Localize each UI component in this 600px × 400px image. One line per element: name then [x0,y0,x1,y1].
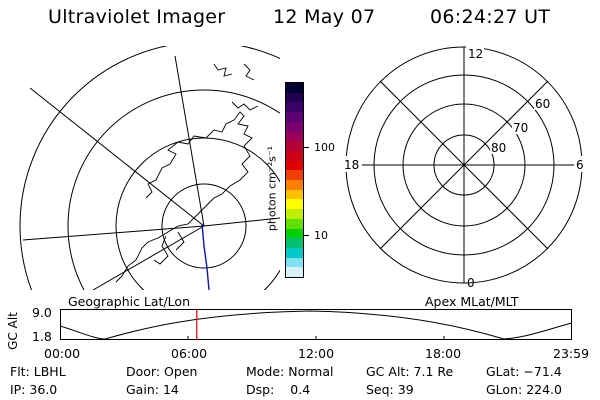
altitude-timeline-plot [60,309,572,340]
glat-value: −71.4 [523,364,562,379]
intensity-color-bar [285,82,304,278]
door-value: Open [164,364,198,379]
mlt-label-bottom: 0 [467,276,475,290]
timeline-x-tick-1: 06:00 [171,346,208,361]
mlt-label-top: 12 [468,47,483,61]
gain-label: Gain: [126,382,159,397]
colorbar-segment [286,228,303,239]
gc-alt-readout: GC Alt: 7.1 Re [366,364,453,379]
time-label: 06:24:27 UT [430,6,551,28]
glat-readout: GLat: −71.4 [486,364,562,379]
timeline-y-axis-title-wrap: GC Alt [5,312,21,352]
glon-readout: GLon: 224.0 [486,382,562,397]
glon-label: GLon: [486,382,523,397]
colorbar-segment [286,141,303,151]
colorbar-segment [286,218,303,229]
colorbar-label-10: 10 [314,229,328,242]
magnetic-polar-plot: 12 6 18 0 60 70 80 [342,46,588,290]
colorbar-segment [286,102,303,113]
colorbar-segment [286,257,303,268]
filter-value: LBHL [33,364,66,379]
glat-label: GLat: [486,364,520,379]
geographic-map-plot [19,46,280,290]
mode-label: Mode: [246,364,285,379]
ip-label: IP: [10,382,26,397]
dsp-value: 0.4 [290,382,311,397]
colorbar-segment [286,160,303,171]
mode-readout: Mode: Normal [246,364,334,379]
filter-label: Flt: [10,364,30,379]
lat-label-80: 80 [491,141,506,155]
colorbar-segment [286,121,303,132]
timeline-x-tick-3: 18:00 [425,346,462,361]
instrument-title: Ultraviolet Imager [48,6,226,28]
seq-label: Seq: [366,382,394,397]
colorbar-segment [286,189,303,200]
colorbar-segment [286,92,303,103]
timeline-left-label: Geographic Lat/Lon [68,294,190,309]
ip-value: 36.0 [29,382,58,397]
timeline-x-tick-4: 23:59 [553,346,590,361]
colorbar-label-100: 100 [314,141,335,154]
colorbar-segment [286,199,303,210]
altitude-curve [60,310,572,340]
colorbar-unit-label: photon cm⁻²s⁻¹ [265,145,279,232]
seq-value: 39 [397,382,414,397]
gain-readout: Gain: 14 [126,382,179,397]
timeline-y-min-label: 1.8 [32,329,52,344]
timeline-frame [60,309,572,340]
colorbar-tick-10 [304,235,309,236]
ip-readout: IP: 36.0 [10,382,57,397]
colorbar-segment [286,150,303,161]
colorbar-segment [286,247,303,258]
mlt-label-left: 18 [344,158,359,172]
gc-alt-value: 7.1 Re [413,364,454,379]
door-label: Door: [126,364,161,379]
gain-value: 14 [162,382,179,397]
map-latitude-circles [19,46,280,290]
gc-alt-label: GC Alt: [366,364,410,379]
colorbar-segment [286,170,303,181]
satellite-ground-track [201,223,210,290]
dsp-label: Dsp: [246,382,275,397]
colorbar-segment [286,267,303,278]
timeline-x-tick-2: 12:00 [298,346,335,361]
filter-readout: Flt: LBHL [10,364,66,379]
lat-label-70: 70 [513,121,528,135]
door-readout: Door: Open [126,364,197,379]
timeline-x-tick-0: 00:00 [44,346,81,361]
colorbar-segment [286,112,303,122]
map-meridian-lines [22,55,280,290]
dsp-readout: Dsp: 0.4 [246,382,310,397]
coastline-outline [115,63,259,283]
colorbar-segment [286,238,303,248]
colorbar-segment [286,131,303,142]
colorbar-tick-100 [304,147,309,148]
timeline-y-axis-title: GC Alt [6,312,20,350]
seq-readout: Seq: 39 [366,382,414,397]
colorbar-segment [286,209,303,219]
date-label: 12 May 07 [273,6,376,28]
colorbar-segment [286,83,303,93]
mode-value: Normal [288,364,334,379]
timeline-right-label: Apex MLat/MLT [425,294,519,309]
glon-value: 224.0 [526,382,562,397]
colorbar-segment [286,180,303,190]
polar-diagonal-line-2 [379,80,549,250]
mlt-label-right: 6 [576,158,584,172]
lat-label-60: 60 [535,97,550,111]
timeline-y-max-label: 9.0 [32,305,52,320]
